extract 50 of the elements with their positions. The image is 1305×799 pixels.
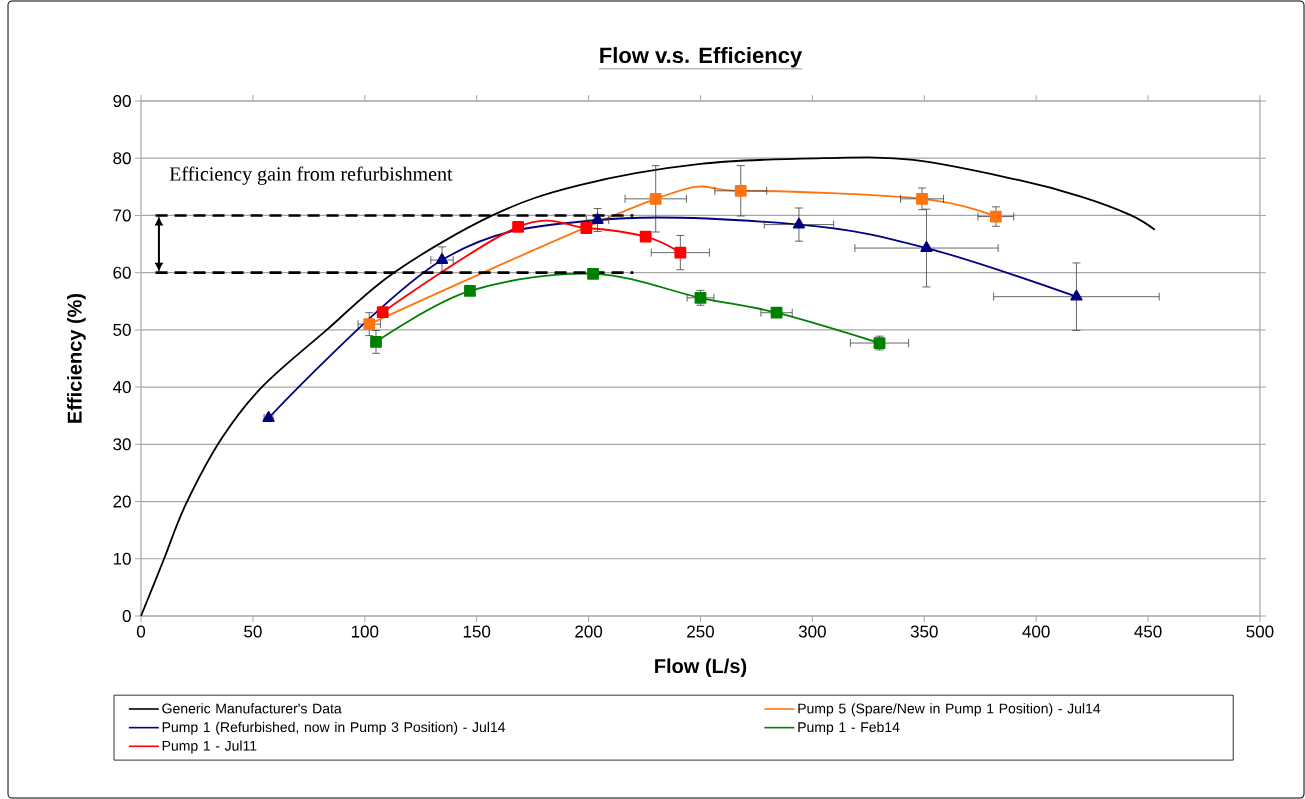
x-tick-label: 150 (463, 625, 491, 638)
y-tick-label: 70 (113, 209, 131, 222)
y-tick-label: 50 (113, 323, 131, 336)
point (587, 267, 599, 280)
x-tick-label: 200 (575, 625, 603, 638)
line-series (140, 156, 1156, 617)
legend-label: Generic Manufacturer's Data (162, 703, 342, 714)
y-tick-label: 30 (113, 438, 131, 451)
y-tick-label: 80 (113, 152, 131, 165)
legend-label: Pump 1 - Feb14 (798, 721, 900, 735)
point (639, 230, 652, 243)
point (591, 213, 604, 224)
point (376, 306, 389, 319)
point (1070, 289, 1083, 301)
point (363, 318, 376, 331)
point (916, 192, 928, 205)
point (580, 222, 593, 234)
y-tick-label: 90 (113, 94, 131, 108)
x-tick-label: 50 (244, 625, 262, 638)
x-tick-label: 500 (1246, 625, 1274, 638)
point (370, 335, 382, 348)
point (512, 220, 524, 233)
x-tick-label: 400 (1022, 625, 1050, 638)
x-tick-label: 350 (910, 625, 938, 638)
point (649, 192, 662, 205)
legend-label: Pump 5 (Spare/New in Pump 1 Position) - Jul14 (798, 703, 1101, 717)
point (920, 241, 933, 252)
y-tick-label: 10 (113, 552, 131, 565)
y-axis-title: Efficiency (%) (67, 293, 86, 423)
point (674, 246, 687, 259)
x-tick-label: 300 (798, 625, 826, 638)
point (435, 253, 449, 264)
point (792, 217, 806, 229)
legend-label: Pump 1 - Jul11 (162, 740, 257, 754)
point (989, 210, 1002, 223)
y-tick-label: 60 (113, 266, 131, 279)
point (464, 285, 476, 297)
x-axis-title: Flow (L/s) (655, 658, 747, 678)
chart-title: Flow v.s. Efficiency (600, 46, 803, 68)
legend-label: Pump 1 (Refurbished, now in Pump 3 Position) - Jul14 (162, 721, 506, 735)
x-tick-label: 0 (136, 625, 146, 638)
x-tick-label: 100 (351, 625, 379, 638)
x-tick-label: 450 (1134, 625, 1162, 638)
point (770, 306, 783, 319)
annotation: Efficiency gain from refurbishment (169, 166, 453, 185)
y-tick-label: 40 (112, 381, 131, 394)
y-tick-label: 20 (113, 495, 131, 508)
x-tick-label: 250 (687, 625, 714, 638)
y-tick-label: 0 (122, 609, 131, 623)
point (734, 184, 747, 197)
